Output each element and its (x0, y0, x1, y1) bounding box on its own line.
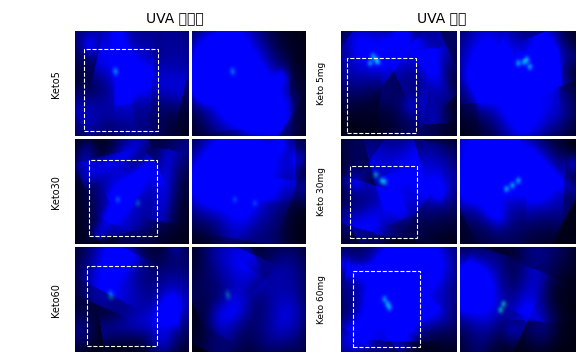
Text: Keto 60mg: Keto 60mg (317, 275, 327, 324)
Bar (89, 160, 157, 236)
Text: UVA 조사: UVA 조사 (417, 11, 467, 25)
Bar (350, 166, 417, 238)
Text: Keto 30mg: Keto 30mg (317, 167, 327, 216)
Bar (84, 49, 158, 131)
Text: UVA 비조사: UVA 비조사 (146, 11, 203, 25)
Text: Keto60: Keto60 (51, 283, 61, 317)
Text: Keto 5mg: Keto 5mg (317, 62, 327, 105)
Text: Keto30: Keto30 (51, 175, 61, 209)
Bar (347, 58, 416, 132)
Bar (353, 271, 420, 347)
Text: Keto5: Keto5 (51, 70, 61, 98)
Bar (87, 266, 157, 346)
